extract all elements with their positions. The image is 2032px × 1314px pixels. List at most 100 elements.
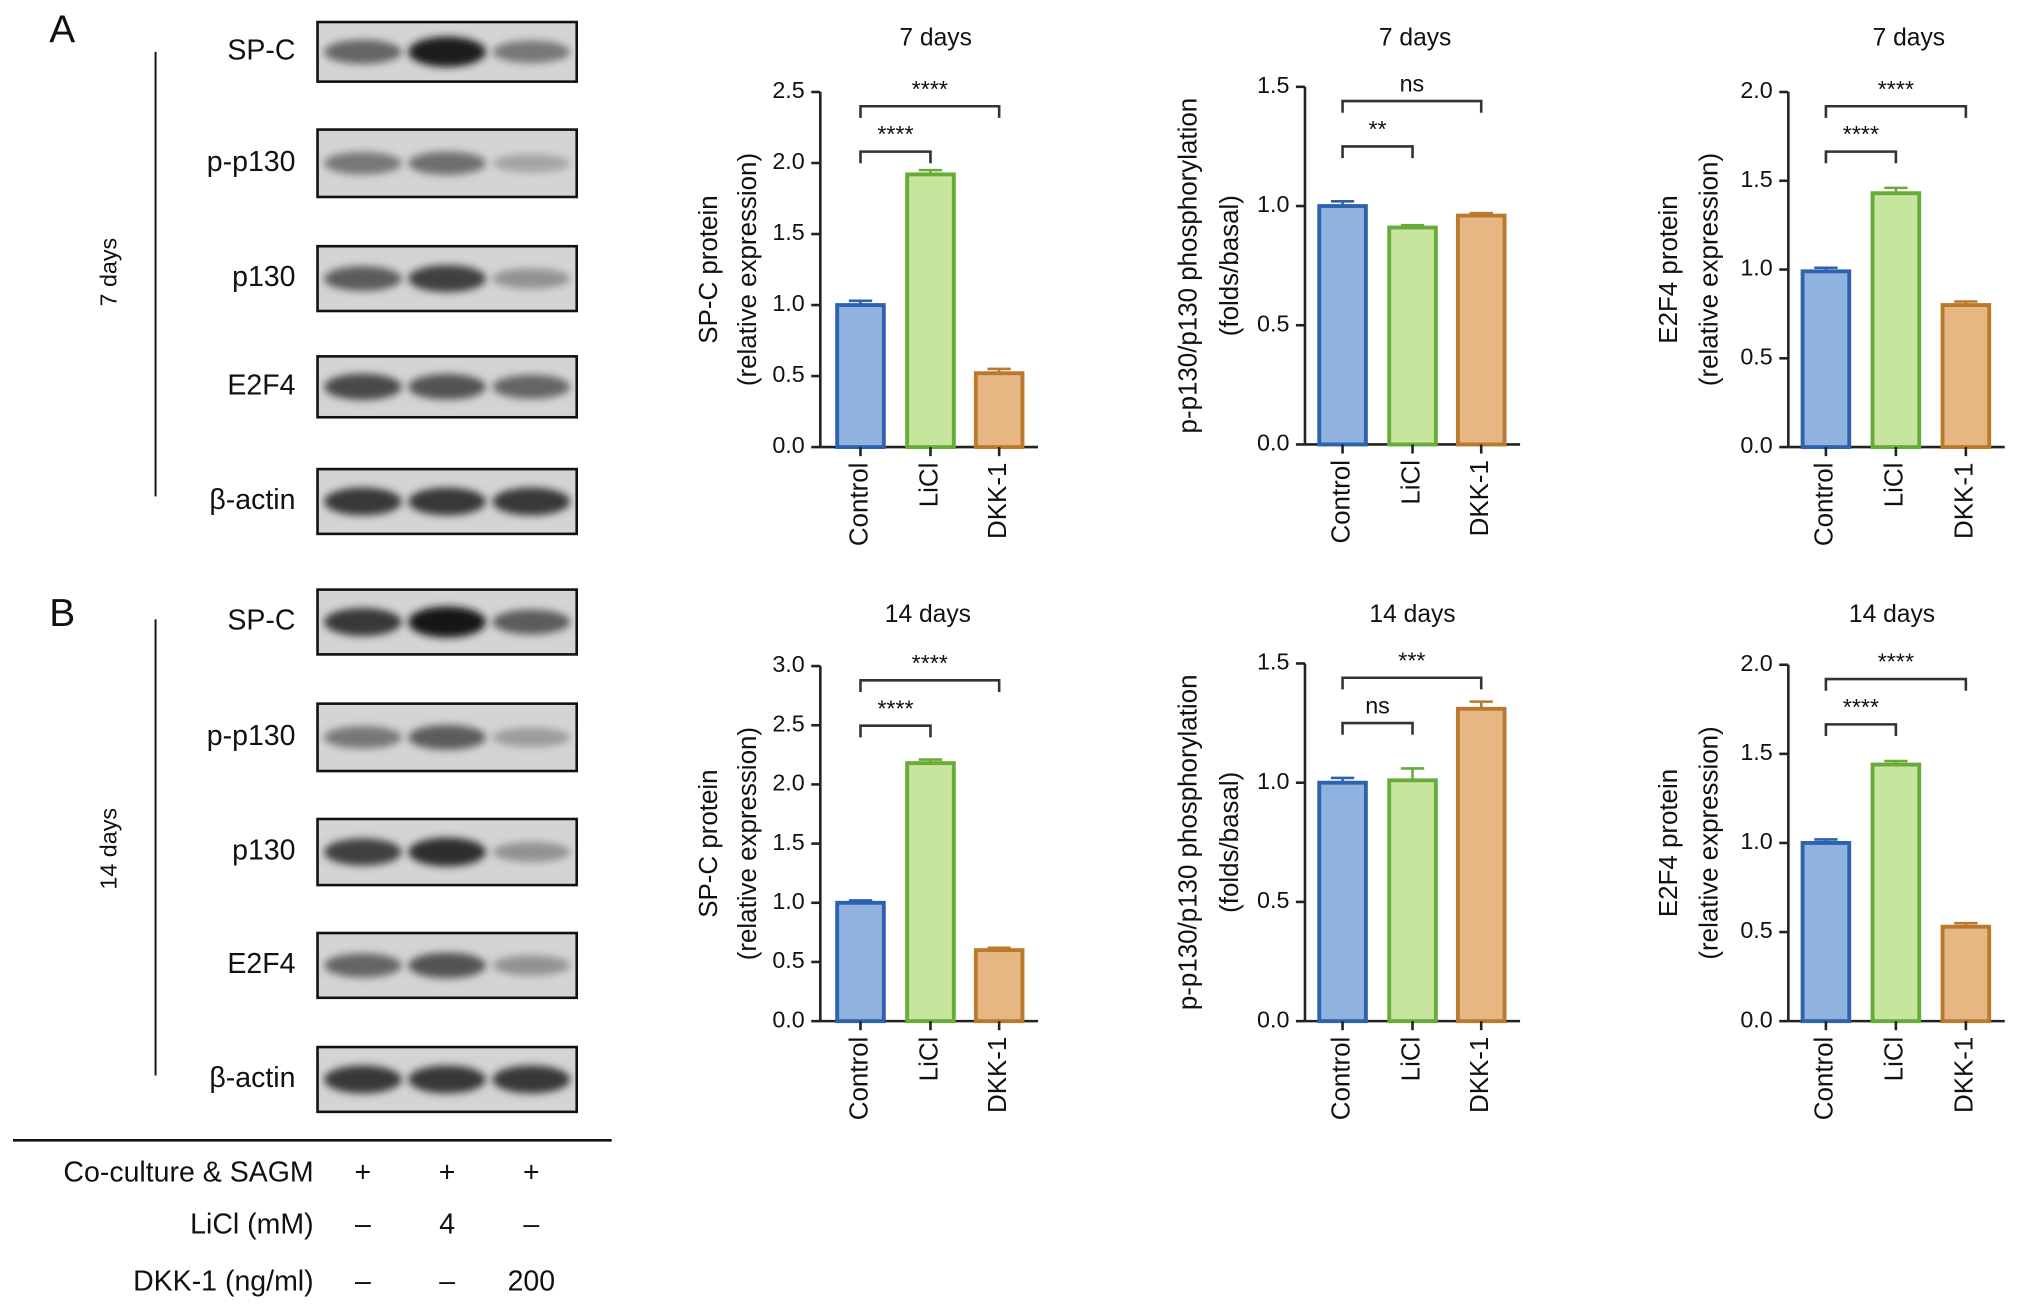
y-axis-label: SP-C protein	[695, 769, 723, 917]
significance-label: ****	[1843, 694, 1879, 720]
treatment-label: Co-culture & SAGM	[63, 1157, 313, 1189]
y-tick-label: 1.5	[772, 829, 804, 855]
bar	[835, 900, 886, 1024]
blot-band	[492, 487, 571, 516]
x-tick-label: LiCl	[1397, 460, 1425, 505]
y-tick-label: 2.5	[772, 77, 804, 103]
bar	[1940, 303, 1992, 450]
treatment-label: DKK-1 (ng/ml)	[133, 1265, 314, 1297]
treatment-cell: –	[355, 1208, 371, 1240]
x-tick-label: DKK-1	[1951, 1037, 1979, 1113]
y-tick-label: 2.5	[772, 710, 804, 736]
significance-bracket	[1824, 677, 1968, 691]
blot-label: p130	[232, 261, 295, 293]
y-tick-label: 2.0	[772, 148, 804, 174]
x-tick-label: LiCl	[1397, 1037, 1425, 1082]
blot-band	[324, 266, 402, 292]
y-axis-label: E2F4 protein	[1655, 195, 1683, 343]
x-tick-label: Control	[1811, 463, 1839, 547]
significance-bracket	[859, 724, 932, 738]
blot-band	[324, 953, 402, 978]
bar-chart: 7 days SP-C protein (relative expression) 0…	[695, 24, 1039, 546]
bar	[1870, 191, 1922, 450]
blot-band	[492, 1065, 571, 1094]
panel-label: B	[49, 592, 75, 635]
panel-label: A	[49, 9, 75, 52]
significance-label: ****	[1878, 76, 1914, 102]
y-tick-label: 0.0	[1257, 430, 1289, 456]
y-tick-label: 1.5	[1740, 739, 1772, 765]
bar	[1455, 706, 1507, 1024]
y-tick-label: 0.0	[772, 432, 804, 458]
x-tick-label: LiCl	[1881, 463, 1909, 508]
blot-label: p-p130	[207, 720, 296, 752]
y-tick-label: 0.0	[1740, 432, 1772, 458]
x-tick-label: DKK-1	[1466, 1037, 1494, 1113]
x-tick-label: LiCl	[915, 463, 943, 508]
x-tick-label: DKK-1	[1466, 460, 1494, 536]
y-axis-label: p-p130/p130 phosphorylation	[1174, 675, 1202, 1011]
significance-label: ****	[1878, 649, 1914, 675]
blot-band	[408, 487, 486, 516]
x-tick-label: Control	[1327, 460, 1355, 544]
chart-title: 14 days	[1369, 601, 1455, 628]
y-axis-label: (folds/basal)	[1216, 772, 1244, 913]
blot-band	[492, 40, 571, 64]
blot-band	[492, 268, 571, 289]
significance-bracket	[1824, 104, 1968, 118]
chart-title: 14 days	[1849, 601, 1935, 628]
y-tick-label: 0.5	[1740, 343, 1772, 369]
blot-band	[408, 265, 486, 293]
chart-title: 7 days	[1379, 24, 1452, 51]
significance-label: ***	[1398, 647, 1425, 673]
bar	[1387, 225, 1438, 447]
significance-bracket	[1341, 99, 1483, 113]
blot-label: β-actin	[209, 484, 295, 516]
bar	[973, 948, 1025, 1024]
y-tick-label: 0.5	[772, 361, 804, 387]
y-axis-label: (folds/basal)	[1216, 195, 1244, 336]
bar	[835, 303, 886, 450]
significance-bracket	[859, 104, 1001, 118]
blot-band	[492, 153, 571, 173]
significance-label: ****	[877, 695, 913, 721]
blot-band	[324, 39, 402, 64]
blot-band	[408, 1065, 486, 1094]
x-tick-label: Control	[1327, 1037, 1355, 1121]
treatment-cell: +	[523, 1157, 540, 1189]
y-axis-label: E2F4 protein	[1655, 769, 1683, 917]
y-axis-label: (relative expression)	[1695, 726, 1723, 959]
blot-band	[324, 608, 402, 637]
bar	[1940, 924, 1992, 1024]
bar	[1800, 269, 1852, 450]
bar	[905, 172, 956, 450]
y-axis-label: SP-C protein	[695, 195, 723, 343]
y-tick-label: 1.0	[1257, 768, 1289, 794]
blot-label: β-actin	[209, 1062, 295, 1094]
blot-band	[324, 838, 402, 866]
y-axis-label: p-p130/p130 phosphorylation	[1174, 98, 1202, 434]
bar-chart: 7 days p-p130/p130 phosphorylation (folds/…	[1174, 24, 1521, 544]
significance-bracket	[859, 150, 932, 164]
significance-label: **	[1368, 116, 1386, 142]
y-tick-label: 1.5	[1257, 72, 1289, 98]
y-tick-label: 2.0	[1740, 77, 1772, 103]
blot-label: SP-C	[227, 605, 295, 637]
blot-band	[324, 1065, 402, 1094]
y-tick-label: 1.0	[1740, 828, 1772, 854]
significance-bracket	[1341, 676, 1483, 690]
x-tick-label: Control	[845, 1037, 873, 1121]
y-axis-label: (relative expression)	[1695, 153, 1723, 386]
treatment-cell: 4	[439, 1208, 455, 1240]
blot-label: E2F4	[227, 948, 295, 980]
blot-band	[408, 952, 486, 979]
y-tick-label: 0.5	[1740, 917, 1772, 943]
treatment-cell: +	[439, 1157, 456, 1189]
significance-bracket	[1341, 145, 1414, 159]
blot-label: E2F4	[227, 369, 295, 401]
y-tick-label: 1.5	[1257, 649, 1289, 675]
y-tick-label: 1.5	[772, 219, 804, 245]
y-tick-label: 2.0	[772, 770, 804, 796]
bar	[1800, 841, 1852, 1024]
